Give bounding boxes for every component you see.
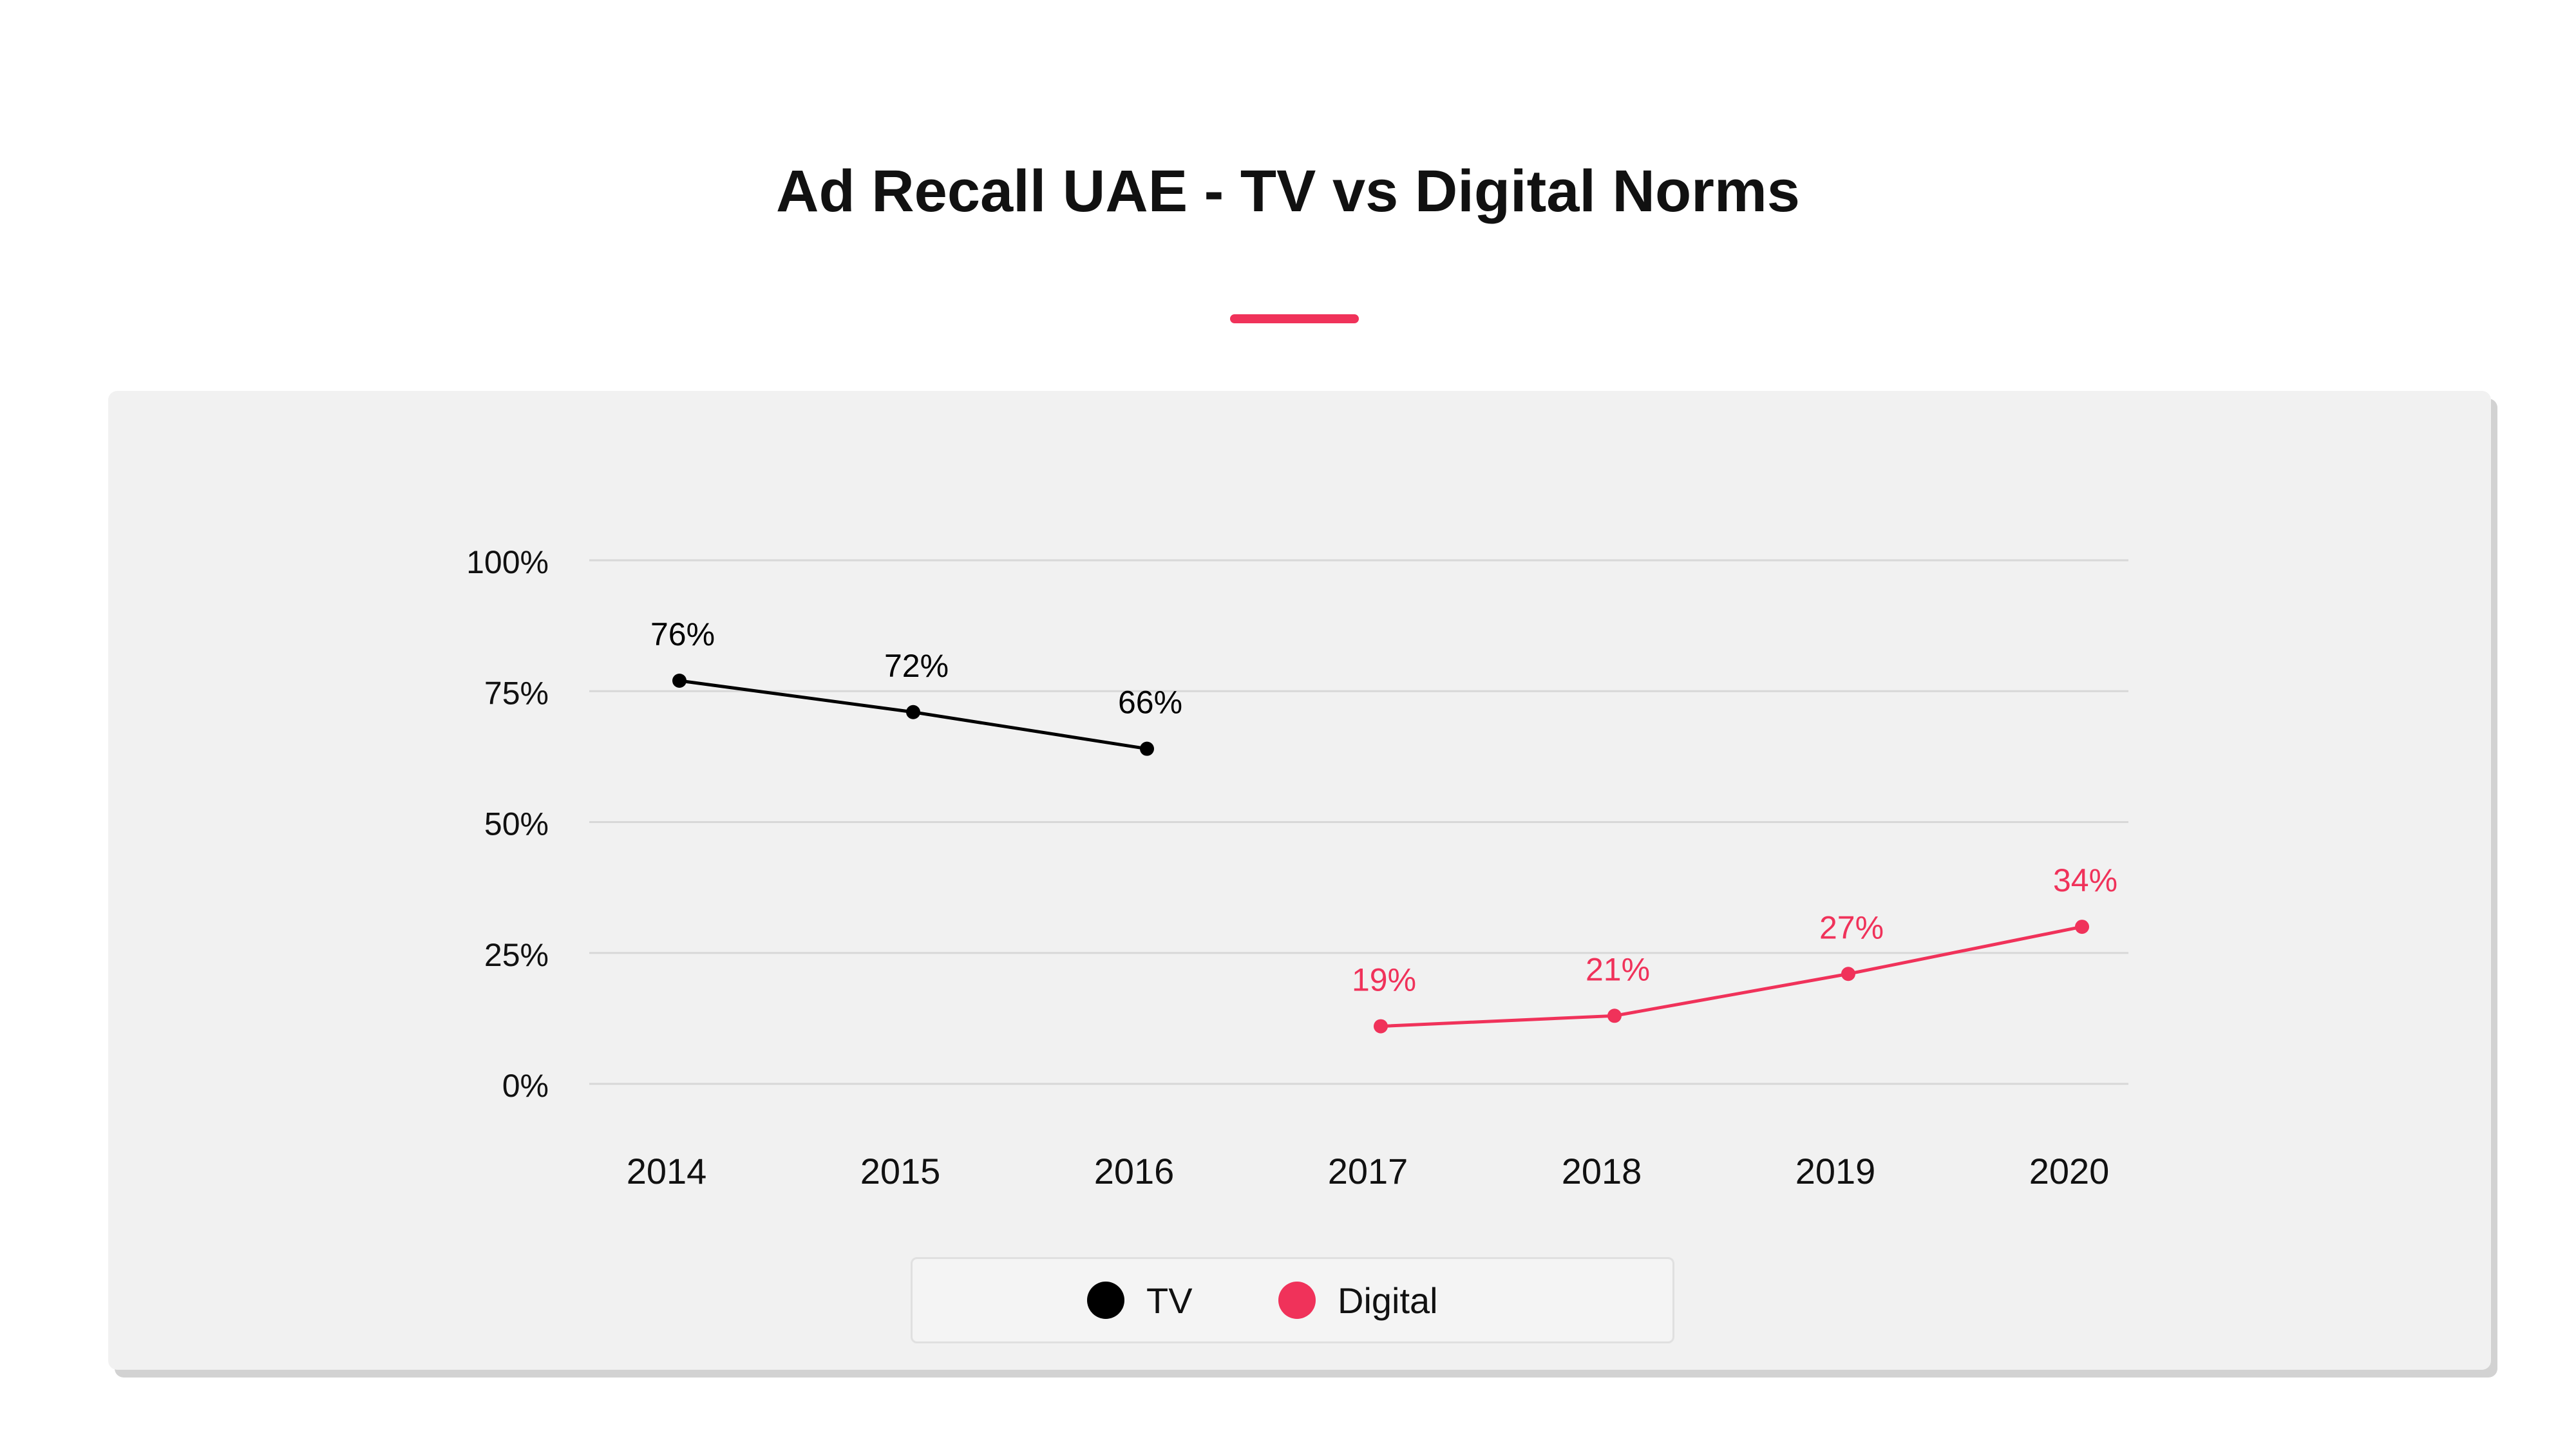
data-label-digital: 19% (1352, 962, 1416, 998)
chart-panel (108, 391, 2491, 1370)
data-point-tv (906, 705, 920, 719)
legend-item-digital[interactable]: Digital (1278, 1259, 1438, 1341)
legend-label-tv: TV (1146, 1280, 1193, 1321)
y-tick-label: 100% (466, 544, 549, 580)
x-tick-label: 2016 (1094, 1151, 1175, 1191)
data-point-tv (672, 673, 687, 688)
legend-item-tv[interactable]: TV (1087, 1259, 1193, 1341)
y-tick-label: 0% (502, 1068, 549, 1104)
data-label-digital: 27% (1819, 909, 1884, 945)
series-line-digital (1380, 925, 2083, 1028)
x-tick-label: 2017 (1328, 1151, 1408, 1191)
data-label-tv: 76% (650, 616, 715, 652)
x-tick-label: 2015 (860, 1151, 941, 1191)
y-tick-label: 25% (484, 937, 549, 973)
data-point-digital (2075, 920, 2089, 934)
x-tick-label: 2018 (1562, 1151, 1642, 1191)
chart-title: Ad Recall UAE - TV vs Digital Norms (776, 158, 1800, 224)
legend-swatch-digital (1278, 1282, 1316, 1319)
legend-swatch-tv (1087, 1282, 1124, 1319)
legend-label-digital: Digital (1338, 1280, 1438, 1321)
data-label-digital: 21% (1586, 951, 1650, 987)
y-tick-label: 75% (484, 675, 549, 711)
data-point-tv (1140, 741, 1154, 756)
x-tick-label: 2020 (2029, 1151, 2110, 1191)
y-tick-label: 50% (484, 806, 549, 842)
x-tick-label: 2014 (627, 1151, 707, 1191)
data-label-digital: 34% (2053, 862, 2117, 898)
data-point-digital (1374, 1019, 1388, 1034)
chart-legend: TV Digital (911, 1257, 1674, 1343)
data-label-tv: 72% (884, 648, 949, 684)
data-label-tv: 66% (1118, 685, 1182, 721)
data-point-digital (1607, 1009, 1622, 1023)
x-tick-label: 2019 (1795, 1151, 1876, 1191)
data-point-digital (1841, 967, 1855, 981)
title-accent-bar (1230, 314, 1359, 323)
